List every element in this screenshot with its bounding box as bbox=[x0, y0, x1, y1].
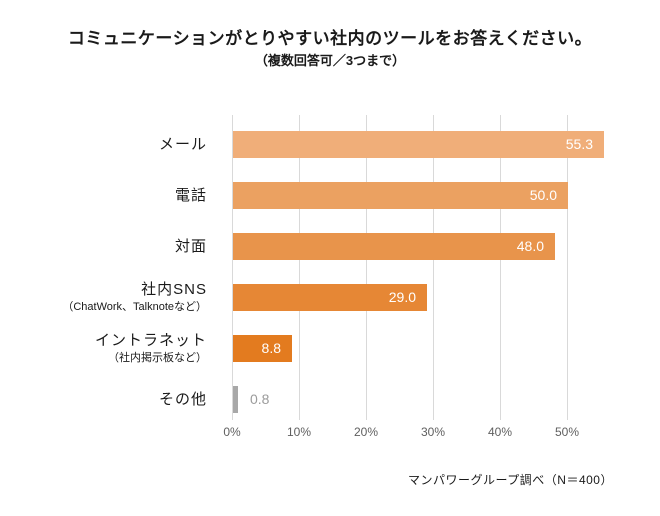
value-label: 50.0 bbox=[529, 187, 557, 203]
category-label: 電話 bbox=[174, 187, 207, 204]
category-label: イントラネット bbox=[94, 332, 207, 349]
chart-subtitle: （複数回答可／3つまで） bbox=[254, 53, 406, 68]
category-row-label: メール bbox=[0, 131, 207, 158]
category-sublabel: （ChatWork、Talknoteなど） bbox=[62, 301, 207, 313]
x-tick-label: 40% bbox=[487, 425, 513, 439]
gridline bbox=[500, 115, 501, 420]
category-row-label: その他 bbox=[0, 386, 207, 413]
value-label: 48.0 bbox=[516, 238, 544, 254]
category-row-label: イントラネット （社内掲示板など） bbox=[0, 331, 207, 366]
chart-title: コミュニケーションがとりやすい社内のツールをお答えください。 bbox=[67, 29, 593, 48]
value-label: 0.8 bbox=[250, 391, 270, 407]
gridline bbox=[567, 115, 568, 420]
category-row-label: 社内SNS （ChatWork、Talknoteなど） bbox=[0, 280, 207, 315]
category-label: その他 bbox=[158, 391, 207, 408]
bar-2 bbox=[233, 182, 568, 209]
gridline bbox=[299, 115, 300, 420]
value-label: 29.0 bbox=[388, 289, 416, 305]
bar-6 bbox=[233, 386, 238, 413]
bar-3 bbox=[233, 233, 555, 260]
category-label: 対面 bbox=[174, 238, 207, 255]
source-note: マンパワーグループ調べ（N＝400） bbox=[408, 473, 613, 487]
category-label: メール bbox=[158, 136, 207, 153]
value-label: 55.3 bbox=[565, 136, 593, 152]
x-tick-label: 30% bbox=[420, 425, 446, 439]
x-tick-label: 50% bbox=[554, 425, 580, 439]
x-tick-label: 20% bbox=[353, 425, 379, 439]
bar-4 bbox=[233, 284, 427, 311]
category-label: 社内SNS bbox=[141, 281, 207, 298]
category-sublabel: （社内掲示板など） bbox=[108, 352, 207, 364]
x-axis: 0% 10% 20% 30% 40% 50% bbox=[223, 425, 614, 441]
bar-chart: 55.3 50.0 48.0 29.0 8.8 0.8 メール電話対面社内SNS （Chat… bbox=[0, 115, 660, 420]
gridline bbox=[366, 115, 367, 420]
bar-1 bbox=[233, 131, 604, 158]
category-row-label: 対面 bbox=[0, 233, 207, 260]
category-row-label: 電話 bbox=[0, 182, 207, 209]
gridline bbox=[433, 115, 434, 420]
bar-5 bbox=[233, 335, 292, 362]
x-tick-label: 10% bbox=[286, 425, 312, 439]
gridline bbox=[232, 115, 233, 420]
plot-area: 55.3 50.0 48.0 29.0 8.8 0.8 bbox=[232, 115, 614, 420]
value-label: 8.8 bbox=[261, 340, 281, 356]
x-tick-label: 0% bbox=[223, 425, 241, 439]
